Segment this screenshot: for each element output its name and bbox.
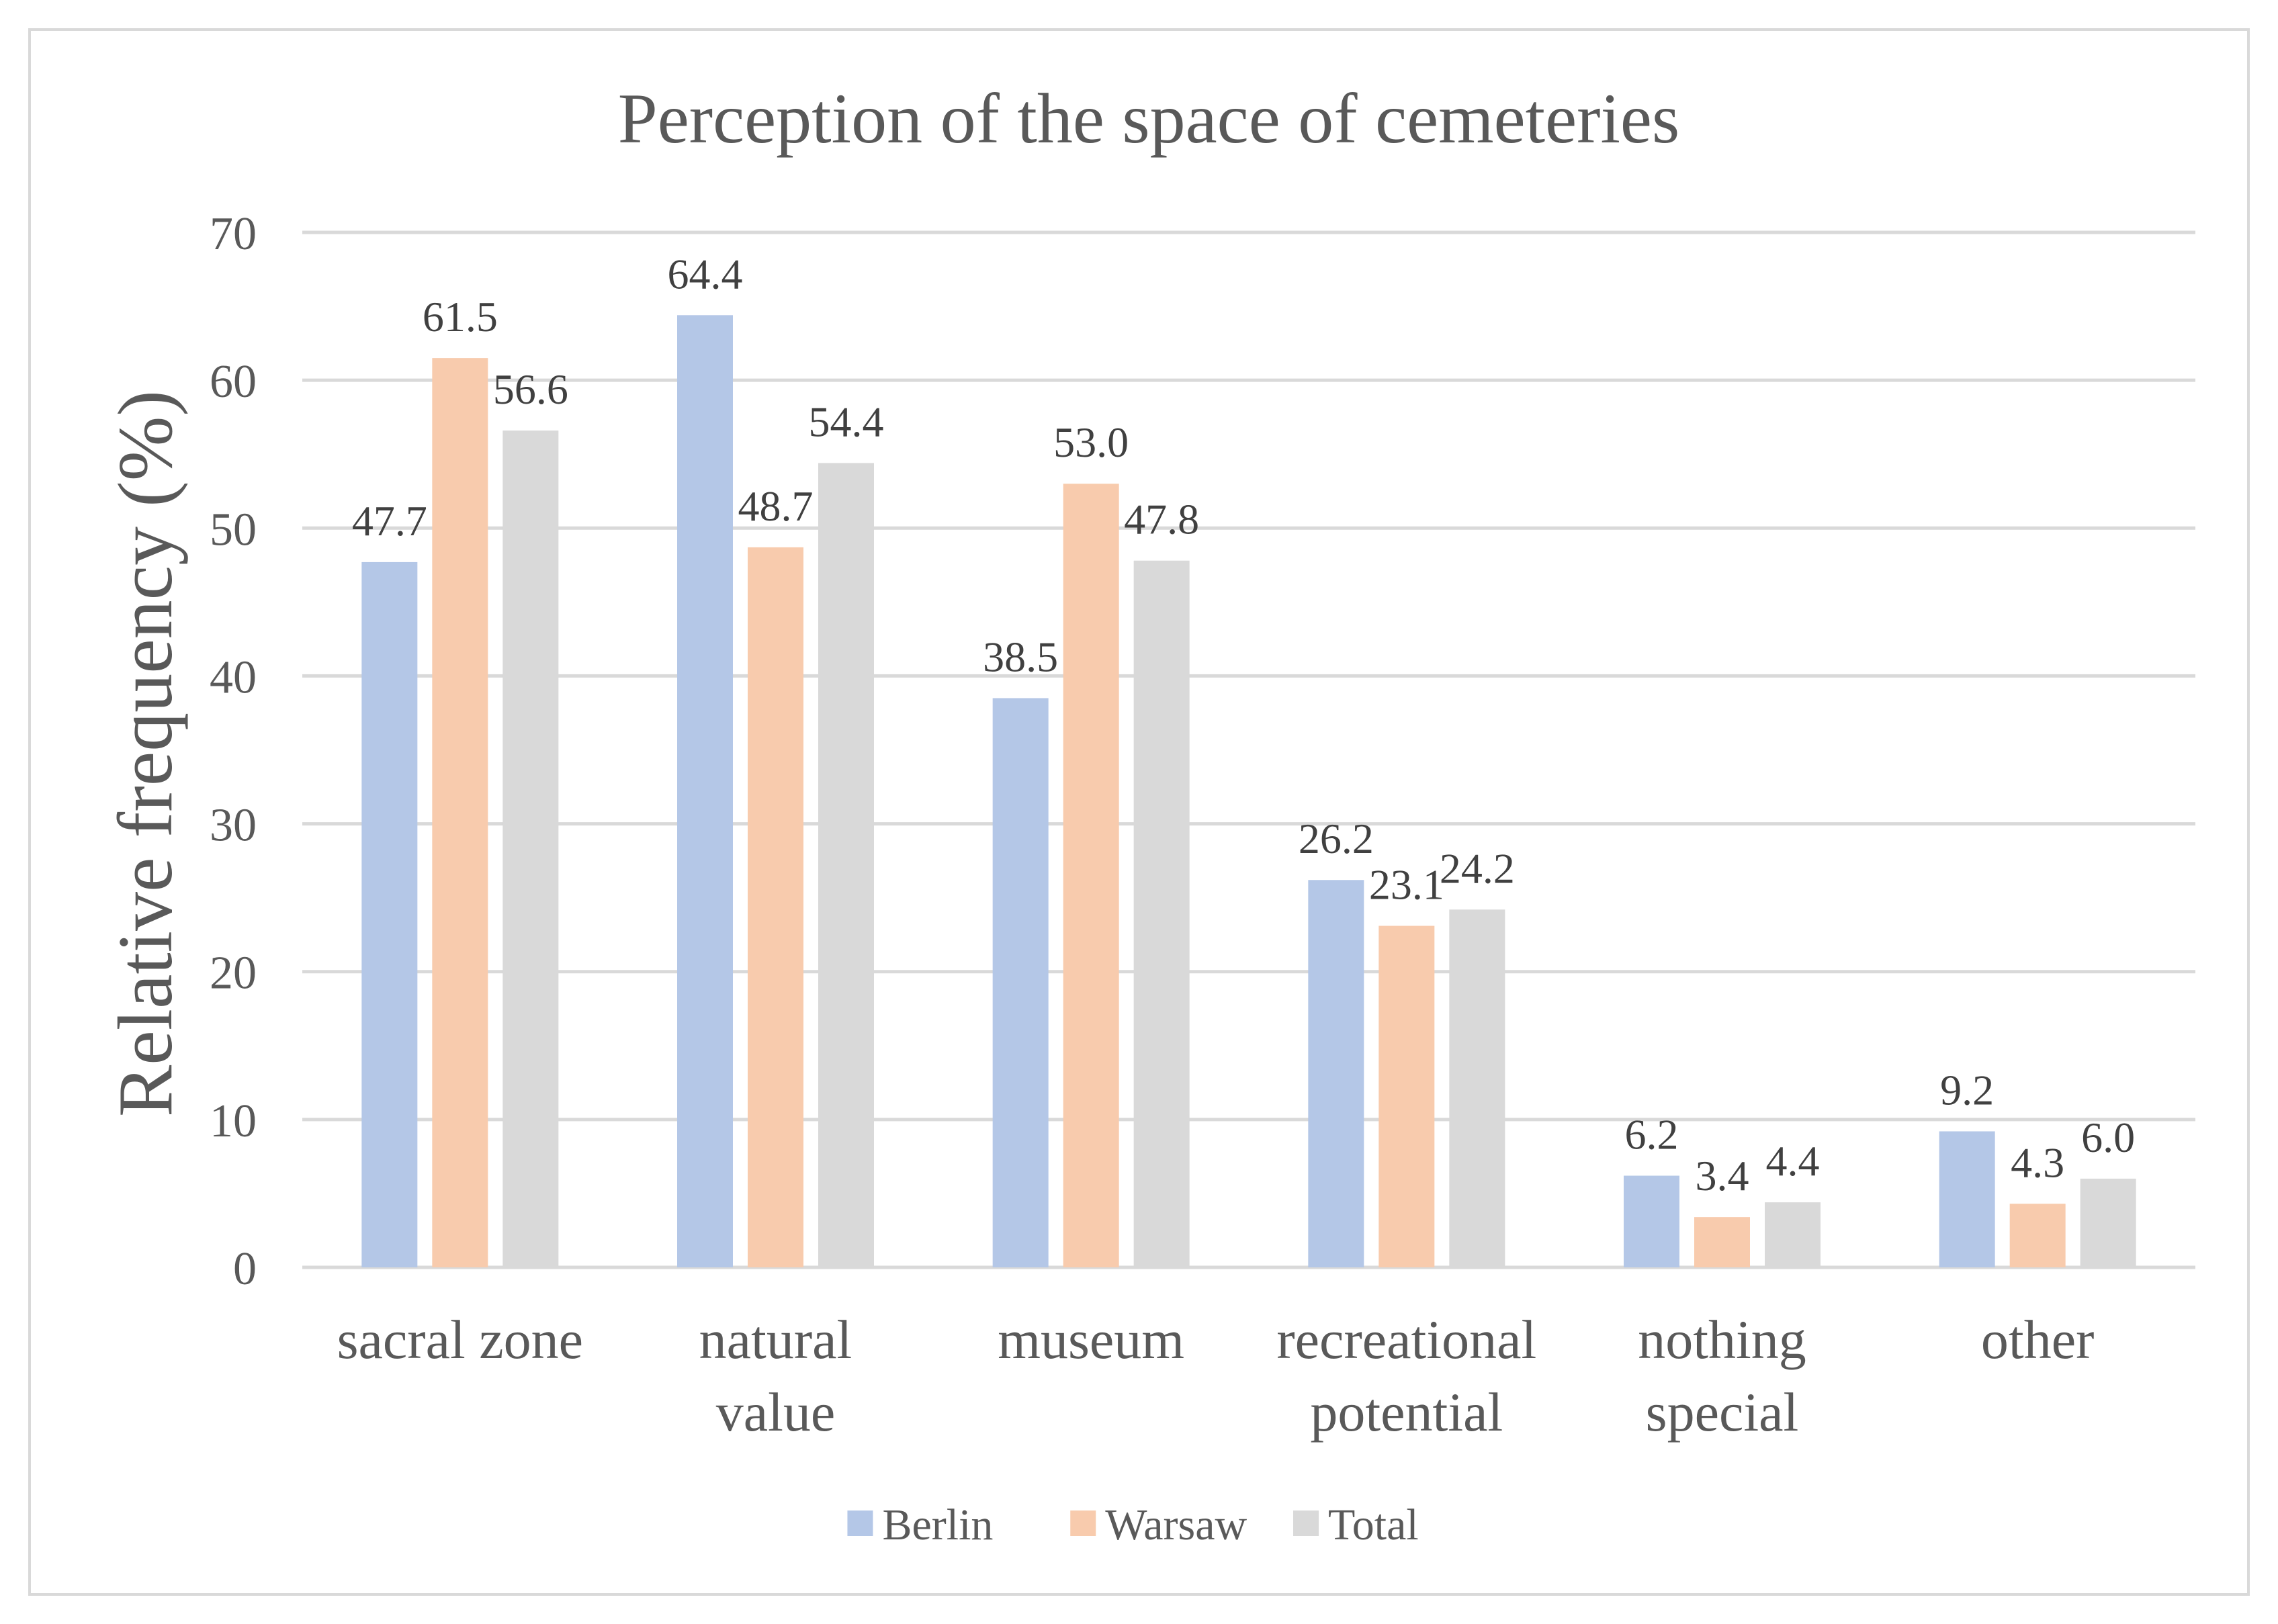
y-tick-labels: 0 10 20 30 40 50 60 70: [210, 208, 257, 1295]
data-label-berlin: 6.2: [1625, 1111, 1679, 1159]
x-tick-label: sacral zone: [337, 1309, 583, 1370]
data-label-berlin: 64.4: [668, 250, 743, 298]
bar-total: [2080, 1178, 2136, 1267]
data-label-warsaw: 61.5: [423, 293, 498, 341]
bar-berlin: [1939, 1131, 1995, 1267]
data-label-warsaw: 53.0: [1053, 418, 1129, 466]
legend-swatch-warsaw: [1070, 1510, 1096, 1536]
legend-label-berlin: Berlin: [882, 1500, 993, 1549]
chart-title: Perception of the space of cemeteries: [618, 79, 1679, 158]
data-label-berlin: 38.5: [983, 633, 1058, 680]
x-tick-label: other: [1981, 1309, 2094, 1370]
data-label-warsaw: 48.7: [738, 482, 814, 530]
y-tick-label: 60: [210, 356, 257, 408]
x-tick-label: value: [716, 1382, 836, 1443]
bar-warsaw: [1063, 484, 1119, 1267]
y-tick-label: 20: [210, 948, 257, 999]
bar-total: [1765, 1202, 1821, 1267]
bars: [361, 315, 2136, 1268]
data-label-berlin: 47.7: [352, 497, 427, 545]
bar-total: [1133, 560, 1190, 1267]
bar-berlin: [1624, 1175, 1679, 1267]
y-tick-label: 0: [233, 1243, 257, 1295]
bar-warsaw: [748, 547, 803, 1267]
x-tick-label: nothing: [1638, 1309, 1806, 1370]
data-label-berlin: 26.2: [1299, 815, 1374, 862]
bar-berlin: [992, 698, 1049, 1267]
legend: Berlin Warsaw Total: [847, 1500, 1419, 1549]
bar-warsaw: [2009, 1204, 2066, 1267]
x-tick-labels: sacral zone natural value museum recreationa…: [337, 1309, 2095, 1443]
legend-swatch-berlin: [847, 1510, 873, 1536]
data-label-total: 47.8: [1124, 496, 1199, 543]
grid-lines: [302, 230, 2195, 1269]
data-label-total: 56.6: [493, 365, 568, 413]
legend-label-warsaw: Warsaw: [1105, 1500, 1247, 1549]
data-label-berlin: 9.2: [1940, 1066, 1994, 1114]
bar-total: [818, 463, 874, 1267]
y-tick-label: 70: [210, 208, 257, 260]
data-label-total: 6.0: [2081, 1114, 2135, 1161]
x-tick-label: recreational: [1276, 1309, 1536, 1370]
x-tick-label: special: [1646, 1382, 1799, 1443]
bar-total: [1449, 909, 1505, 1267]
data-label-total: 54.4: [809, 398, 884, 445]
y-tick-label: 10: [210, 1095, 257, 1147]
data-label-total: 4.4: [1766, 1137, 1820, 1185]
y-tick-label: 30: [210, 800, 257, 852]
bar-berlin: [1308, 880, 1364, 1267]
data-label-warsaw: 23.1: [1369, 860, 1444, 908]
y-tick-label: 50: [210, 504, 257, 555]
x-tick-label: natural: [699, 1309, 852, 1370]
bar-berlin: [677, 315, 733, 1267]
bar-warsaw: [1694, 1217, 1750, 1267]
bar-total: [502, 430, 559, 1267]
data-label-warsaw: 3.4: [1696, 1152, 1749, 1200]
data-labels: 47.7 61.5 56.6 64.4 48.7 54.4 38.5 53.0 47.8 26.2…: [352, 250, 2135, 1200]
x-tick-label: potential: [1310, 1382, 1503, 1443]
bar-warsaw: [432, 358, 488, 1268]
bar-warsaw: [1378, 926, 1435, 1267]
legend-swatch-total: [1293, 1510, 1319, 1536]
data-label-warsaw: 4.3: [2011, 1138, 2064, 1186]
legend-label-total: Total: [1328, 1500, 1419, 1549]
data-label-total: 24.2: [1440, 844, 1515, 892]
y-axis-label: Relative frequency (%): [103, 390, 189, 1117]
x-tick-label: museum: [998, 1309, 1184, 1370]
y-tick-label: 40: [210, 651, 257, 703]
bar-berlin: [361, 561, 418, 1267]
